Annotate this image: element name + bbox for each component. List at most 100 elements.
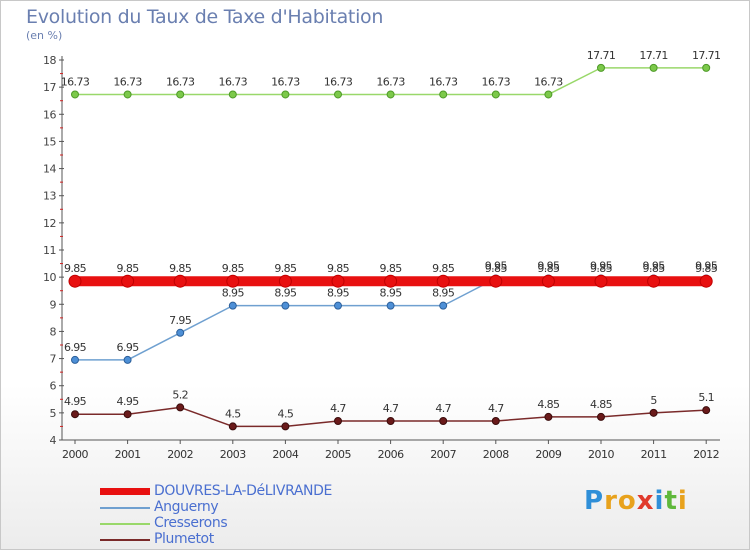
data-label: 4.85 [590,398,613,411]
data-label: 9.95 [590,260,613,273]
data-point [281,301,290,310]
data-point [281,90,290,99]
x-tick-label: 2004 [272,448,298,461]
unit-label: (en %) [26,29,63,42]
logo-letter: P [584,486,605,516]
series-plumetot [71,403,711,431]
data-point [384,274,398,288]
x-tick-label: 2006 [378,448,404,461]
data-point [597,412,605,421]
y-tick-label: 13 [43,190,56,203]
data-label: 4.7 [383,402,399,415]
data-label: 16.73 [166,75,195,88]
data-point [386,301,395,310]
x-tick-label: 2005 [325,448,351,461]
data-label: 16.73 [61,75,90,88]
data-point [597,63,605,72]
data-point [176,90,185,99]
data-point [439,301,448,310]
x-tick-label: 2012 [693,448,719,461]
x-tick-label: 2009 [535,448,561,461]
series-douvres-la-d-livrande [68,274,713,288]
x-tick-label: 2003 [220,448,246,461]
data-point [176,328,185,337]
data-label: 4.5 [225,407,241,420]
data-point [226,274,240,288]
series-cresserons [71,63,711,99]
y-tick-label: 9 [50,298,57,311]
logo-letter: r [604,486,618,516]
data-point [334,301,342,310]
data-label: 9.85 [643,262,666,275]
data-label: 5.2 [172,388,188,401]
legend-label: Cresserons [154,515,228,531]
logo-letter: o [617,486,637,516]
data-point [176,403,185,412]
x-tick-label: 2008 [483,448,509,461]
data-label: 8.95 [432,287,455,300]
y-tick-label: 16 [43,108,56,121]
data-label: 16.73 [429,75,458,88]
data-label: 16.73 [219,75,248,88]
logo-letter: i [677,486,688,516]
y-tick-label: 14 [43,163,56,176]
data-label: 9.95 [643,260,666,273]
legend-label: DOUVRES-LA-DéLIVRANDE [154,483,332,499]
data-point [386,90,395,99]
data-point [123,90,132,99]
y-tick-label: 18 [43,54,56,67]
x-tick-label: 2002 [167,448,193,461]
y-tick-label: 12 [43,217,56,230]
data-label: 16.73 [534,75,563,88]
data-point [491,417,500,425]
data-point [173,274,187,288]
data-label: 6.95 [64,341,87,354]
data-label: 16.73 [271,75,300,88]
data-label: 9.95 [485,260,508,273]
data-label: 4.85 [537,398,560,411]
data-label: 16.73 [324,75,353,88]
data-label: 17.71 [692,49,721,62]
data-label: 9.95 [537,260,560,273]
data-point [702,63,711,72]
data-point [386,417,395,425]
y-tick-label: 17 [43,81,56,94]
y-tick-label: 10 [43,271,56,284]
data-point [68,274,82,288]
y-tick-label: 15 [43,135,56,148]
data-point [71,410,79,419]
y-tick-label: 11 [43,244,56,257]
data-point [334,90,342,99]
data-point [439,417,448,425]
data-label: 17.71 [639,49,668,62]
x-tick-label: 2007 [430,448,456,461]
data-label: 16.73 [376,75,405,88]
data-point [439,90,448,99]
data-label: 4.95 [64,395,87,408]
data-label: 8.95 [274,287,297,300]
logo-letter: t [664,486,678,516]
legend-swatch [100,539,150,541]
data-label: 4.7 [435,402,451,415]
data-point [702,406,711,415]
legend-label: Anguerny [154,499,219,515]
data-point [649,63,658,72]
data-label: 8.95 [380,287,403,300]
y-tick-label: 8 [50,325,57,338]
logo-letter: x [636,486,655,516]
data-label: 4.5 [278,407,294,420]
data-point [647,274,661,288]
data-label: 5.1 [698,391,714,404]
data-label: 9.85 [64,262,87,275]
data-point [334,417,342,425]
x-tick-label: 2001 [115,448,141,461]
data-label: 17.71 [587,49,616,62]
proxiti-logo: Proxiti [584,486,688,516]
data-point [281,422,290,431]
y-tick-label: 7 [50,353,57,366]
data-label: 9.85 [117,262,140,275]
logo-letter: i [654,486,665,516]
y-tick-label: 6 [50,380,57,393]
data-label: 9.85 [274,262,297,275]
